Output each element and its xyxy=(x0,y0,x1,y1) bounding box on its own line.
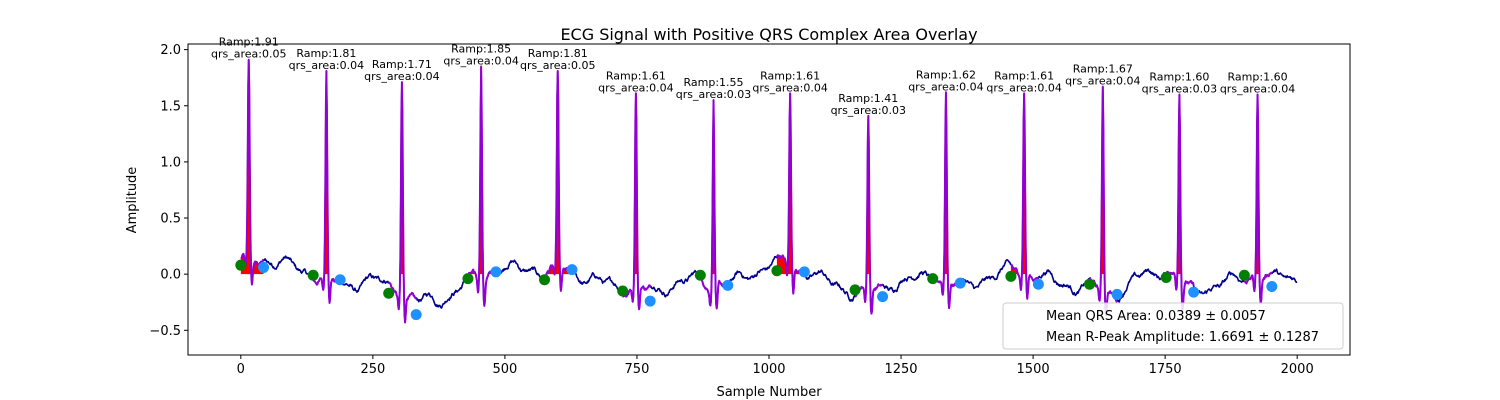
qrs-area-label-13: qrs_area:0.03 xyxy=(1142,83,1217,96)
x-tick-label-2000: 2000 xyxy=(1281,362,1314,377)
qrs-onset-marker-14 xyxy=(1238,269,1250,281)
qrs-offset-marker-1 xyxy=(258,261,270,273)
y-tick-label-4: 1.5 xyxy=(160,99,181,114)
qrs-offset-marker-3 xyxy=(410,309,422,321)
qrs-area-label-11: qrs_area:0.04 xyxy=(986,81,1061,94)
qrs-segment-line-1 xyxy=(240,58,265,286)
qrs-area-fill-14 xyxy=(1255,94,1272,275)
y-tick-label-2: 0.5 xyxy=(160,212,181,227)
qrs-onset-marker-3 xyxy=(383,287,395,299)
r-amp-label-13: Ramp:1.60 xyxy=(1149,71,1209,84)
qrs-offset-marker-2 xyxy=(334,274,346,286)
qrs-onset-marker-13 xyxy=(1160,272,1172,284)
r-amp-label-12: Ramp:1.67 xyxy=(1073,63,1133,76)
qrs-offset-marker-12 xyxy=(1111,288,1123,300)
r-amp-label-7: Ramp:1.55 xyxy=(684,76,744,89)
y-tick-label-0: −0.5 xyxy=(149,324,181,339)
qrs-offset-marker-10 xyxy=(954,277,966,289)
r-amp-label-8: Ramp:1.61 xyxy=(760,69,820,82)
qrs-area-label-9: qrs_area:0.03 xyxy=(831,104,906,117)
r-amp-label-9: Ramp:1.41 xyxy=(838,92,898,105)
qrs-onset-marker-12 xyxy=(1084,278,1096,290)
qrs-offset-marker-4 xyxy=(490,266,502,278)
r-amp-label-5: Ramp:1.81 xyxy=(528,47,588,60)
qrs-segment-line-3 xyxy=(387,81,417,324)
y-tick-label-5: 2.0 xyxy=(160,43,181,58)
x-tick-label-1000: 1000 xyxy=(752,362,785,377)
legend-entry-mean-r-peak-amplitude: Mean R-Peak Amplitude: 1.6691 ± 0.1287 xyxy=(1046,330,1319,345)
r-amp-label-2: Ramp:1.81 xyxy=(296,47,356,60)
qrs-offset-marker-8 xyxy=(798,266,810,278)
qrs-onset-marker-8 xyxy=(771,265,783,277)
legend-entry-mean-qrs-area: Mean QRS Area: 0.0389 ± 0.0057 xyxy=(1046,309,1266,324)
legend-box xyxy=(1002,302,1344,350)
axes: 0 250 500 750 1000 1250 1500 1750 2000 −0.5 0.0 0.5… xyxy=(149,43,1313,377)
x-axis-label: Sample Number xyxy=(716,385,822,400)
r-amp-label-11: Ramp:1.61 xyxy=(994,69,1054,82)
qrs-onset-marker-4 xyxy=(462,273,474,285)
qrs-segment-line-11 xyxy=(1010,92,1040,300)
qrs-offset-marker-9 xyxy=(877,291,889,303)
qrs-offset-marker-6 xyxy=(644,295,656,307)
x-tick-label-0: 0 xyxy=(237,362,245,377)
qrs-onset-marker-5 xyxy=(539,274,551,286)
qrs-offset-marker-7 xyxy=(722,279,734,291)
qrs-area-label-3: qrs_area:0.04 xyxy=(364,70,439,83)
x-tick-label-750: 750 xyxy=(625,362,650,377)
r-amp-label-3: Ramp:1.71 xyxy=(372,58,432,71)
y-axis-label: Amplitude xyxy=(125,167,140,234)
qrs-area-label-12: qrs_area:0.04 xyxy=(1065,75,1140,88)
qrs-area-label-1: qrs_area:0.05 xyxy=(211,48,286,61)
qrs-segment-line-14 xyxy=(1243,93,1273,305)
qrs-onset-marker-9 xyxy=(849,284,861,296)
qrs-area-label-6: qrs_area:0.04 xyxy=(598,81,673,94)
qrs-offset-marker-14 xyxy=(1266,281,1278,293)
r-amp-label-6: Ramp:1.61 xyxy=(606,69,666,82)
r-amp-label-14: Ramp:1.60 xyxy=(1228,71,1288,84)
x-tick-label-1500: 1500 xyxy=(1017,362,1050,377)
x-tick-label-1750: 1750 xyxy=(1149,362,1182,377)
qrs-area-label-4: qrs_area:0.04 xyxy=(443,54,518,67)
x-tick-label-250: 250 xyxy=(360,362,385,377)
qrs-area-label-14: qrs_area:0.04 xyxy=(1220,83,1295,96)
qrs-onset-marker-1 xyxy=(235,259,247,271)
qrs-offset-marker-13 xyxy=(1188,286,1200,298)
qrs-onset-marker-11 xyxy=(1005,270,1017,282)
qrs-onset-marker-7 xyxy=(694,269,706,281)
r-amp-label-4: Ramp:1.85 xyxy=(451,42,511,55)
r-amp-label-10: Ramp:1.62 xyxy=(916,68,976,81)
y-tick-label-3: 1.0 xyxy=(160,155,181,170)
qrs-area-label-2: qrs_area:0.04 xyxy=(289,59,364,72)
qrs-onset-marker-10 xyxy=(927,273,939,285)
x-tick-label-500: 500 xyxy=(492,362,517,377)
qrs-segment-line-13 xyxy=(1165,93,1195,311)
qrs-offset-marker-11 xyxy=(1032,278,1044,290)
legend: Mean QRS Area: 0.0389 ± 0.0057 Mean R-Pe… xyxy=(1002,302,1344,350)
qrs-area-label-5: qrs_area:0.05 xyxy=(520,59,595,72)
qrs-onset-marker-6 xyxy=(617,285,629,297)
x-tick-label-1250: 1250 xyxy=(884,362,917,377)
qrs-offset-marker-5 xyxy=(566,264,578,276)
r-amp-label-1: Ramp:1.91 xyxy=(219,36,279,49)
qrs-area-label-10: qrs_area:0.04 xyxy=(908,80,983,93)
qrs-area-label-8: qrs_area:0.04 xyxy=(752,81,827,94)
qrs-segment-line-6 xyxy=(621,92,652,311)
chart-title: ECG Signal with Positive QRS Complex Are… xyxy=(560,25,977,44)
qrs-onset-marker-2 xyxy=(307,269,319,281)
y-tick-label-1: 0.0 xyxy=(160,268,181,283)
qrs-area-label-7: qrs_area:0.03 xyxy=(676,88,751,101)
